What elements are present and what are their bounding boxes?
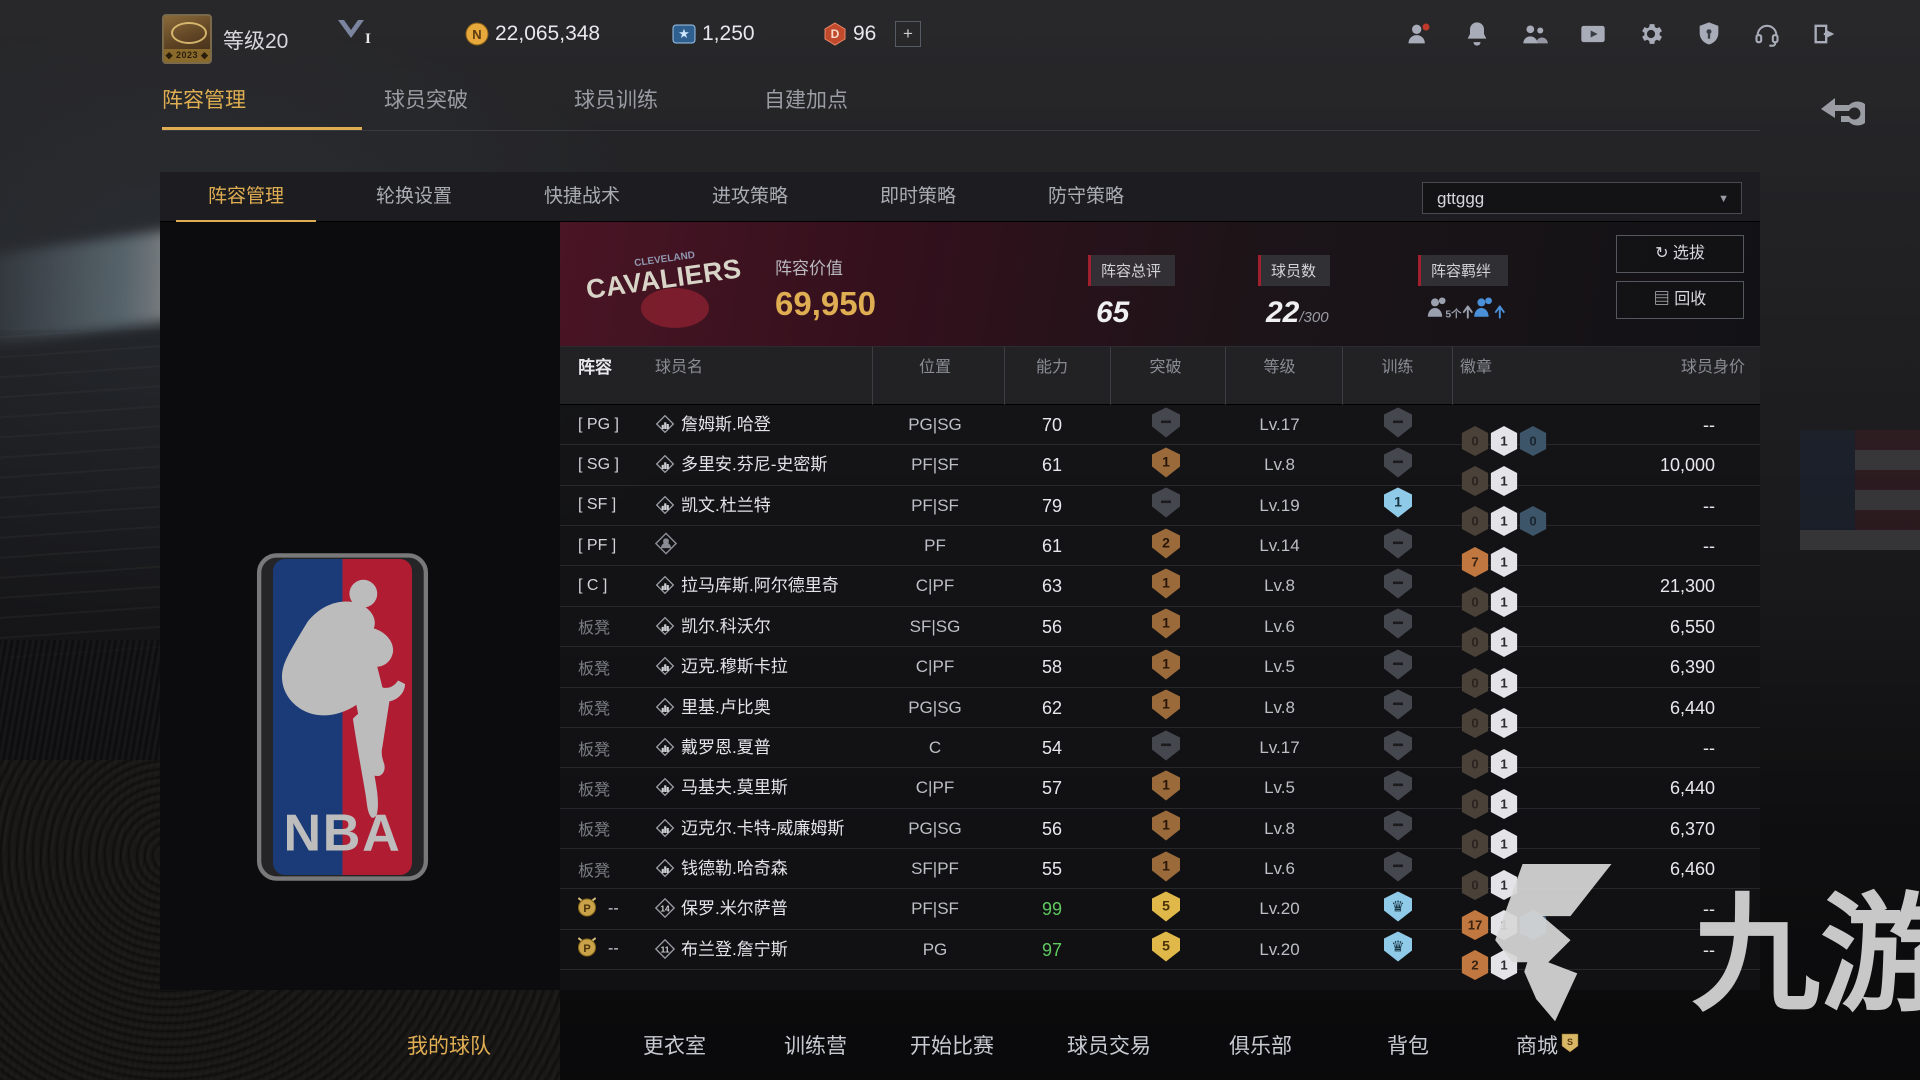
svg-text:5: 5 — [1162, 897, 1170, 913]
svg-text:1: 1 — [1162, 454, 1170, 470]
svg-text:P: P — [583, 943, 590, 955]
svg-text:1: 1 — [1162, 857, 1170, 873]
svg-text:14: 14 — [660, 904, 670, 914]
svg-text:NBA: NBA — [283, 805, 401, 863]
svg-text:N: N — [472, 27, 481, 42]
svg-text:1: 1 — [1394, 494, 1402, 510]
svg-text:2: 2 — [1471, 958, 1478, 973]
svg-text:1: 1 — [1162, 655, 1170, 671]
svg-text:P: P — [583, 903, 590, 915]
svg-text:1: 1 — [1162, 817, 1170, 833]
svg-text:D: D — [831, 27, 840, 41]
svg-text:11: 11 — [661, 944, 670, 954]
svg-text:1: 1 — [1162, 696, 1170, 712]
svg-text:2: 2 — [1162, 534, 1170, 550]
svg-text:1: 1 — [1162, 776, 1170, 792]
svg-text:♛: ♛ — [1391, 898, 1404, 915]
svg-text:S: S — [1567, 1037, 1573, 1047]
svg-text:九游: 九游 — [1692, 884, 1920, 1027]
svg-text:5: 5 — [1162, 938, 1170, 954]
svg-text:★: ★ — [678, 26, 690, 41]
svg-text:1: 1 — [1162, 575, 1170, 591]
svg-text:♛: ♛ — [1391, 939, 1404, 956]
svg-text:1: 1 — [1162, 615, 1170, 631]
svg-text:5个: 5个 — [1445, 308, 1462, 320]
